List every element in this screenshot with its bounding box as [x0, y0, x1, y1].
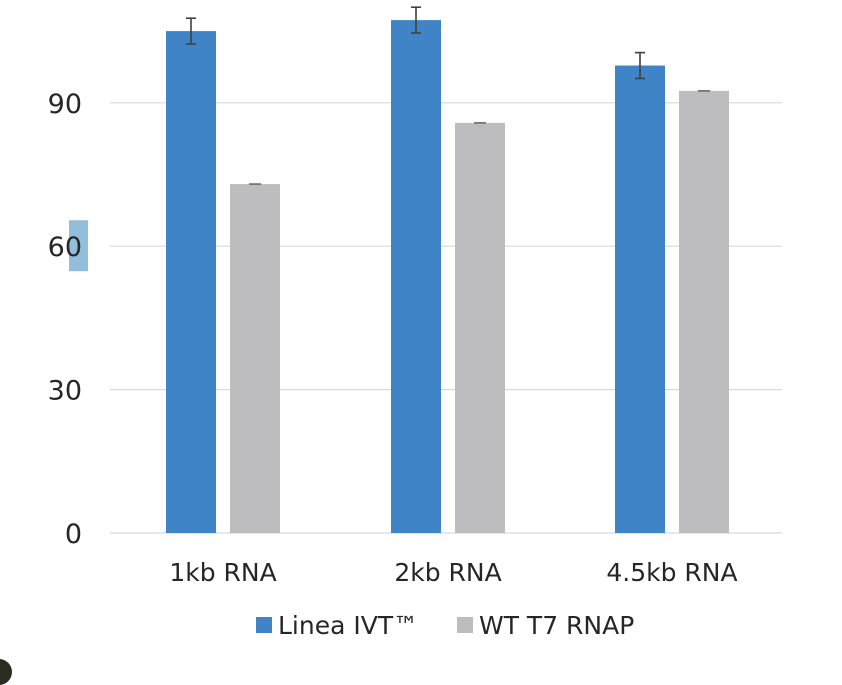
bar-wt-1	[455, 122, 505, 533]
legend-swatch	[256, 617, 272, 633]
legend-label: WT T7 RNAP	[479, 611, 634, 640]
ytick-label: 60	[48, 232, 82, 263]
xtick-label: 2kb RNA	[394, 558, 501, 587]
chart-container: 0 30 60 90 1kb RNA 2kb RNA 4.5kb RNA Linea IV…	[0, 6, 782, 685]
ytick-label: 0	[65, 519, 82, 550]
bar-chart: 0 30 60 90 1kb RNA 2kb RNA 4.5kb RNA Linea IV…	[48, 6, 782, 640]
ytick-highlight	[69, 220, 88, 272]
bar-wt-0	[230, 184, 280, 533]
tick-highlight	[69, 220, 88, 272]
error-bars	[186, 6, 710, 185]
bar-wt-2	[679, 90, 729, 533]
legend-swatch	[457, 617, 473, 633]
legend: Linea IVT™ WT T7 RNAP	[256, 611, 634, 640]
bar-linea-0	[166, 31, 216, 533]
bar-linea-1	[391, 20, 441, 533]
bars	[166, 20, 729, 534]
ytick-label: 30	[48, 376, 82, 407]
xtick-label: 4.5kb RNA	[606, 558, 737, 587]
bar-linea-2	[615, 65, 665, 534]
ytick-label: 90	[48, 89, 82, 120]
y-axis-ticks: 0 30 60 90	[48, 89, 82, 550]
x-axis-ticks: 1kb RNA 2kb RNA 4.5kb RNA	[169, 558, 737, 587]
xtick-label: 1kb RNA	[169, 558, 276, 587]
gridlines	[110, 102, 782, 534]
legend-label: Linea IVT™	[278, 611, 418, 640]
